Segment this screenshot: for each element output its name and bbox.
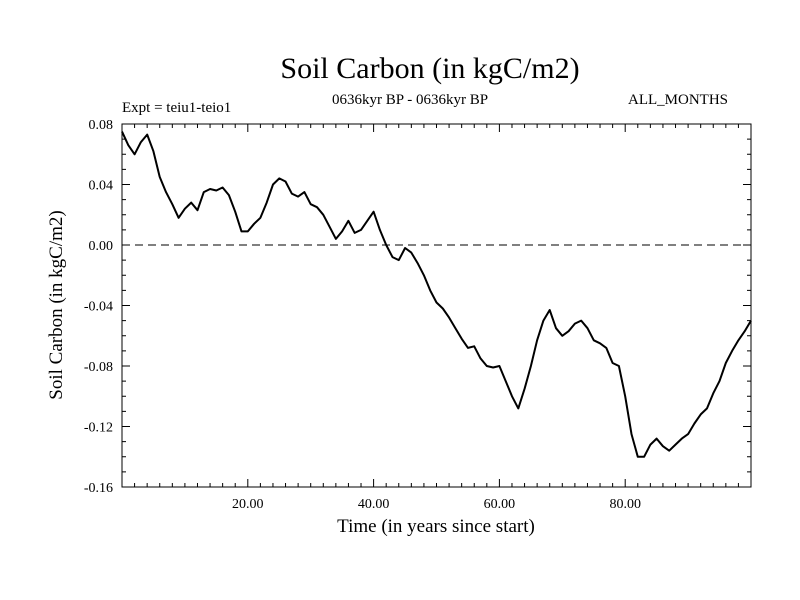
y-tick-label: 0.00 bbox=[89, 239, 114, 254]
y-tick-label: -0.12 bbox=[84, 421, 113, 436]
y-axis-label: Soil Carbon (in kgC/m2) bbox=[46, 210, 67, 399]
y-tick-label: 0.08 bbox=[89, 118, 114, 133]
series-line-soil-carbon bbox=[121, 131, 752, 458]
x-axis-label: Time (in years since start) bbox=[337, 516, 535, 537]
x-tick-label: 80.00 bbox=[609, 497, 641, 512]
y-tick-label: -0.08 bbox=[84, 360, 113, 375]
y-tick-label: -0.16 bbox=[84, 481, 113, 496]
x-tick-label: 60.00 bbox=[484, 497, 516, 512]
y-tick-label: 0.04 bbox=[89, 179, 114, 194]
chart-title: Soil Carbon (in kgC/m2) bbox=[280, 52, 580, 85]
plot-frame bbox=[121, 123, 752, 488]
x-tick-label: 20.00 bbox=[232, 497, 264, 512]
period-label: 0636kyr BP - 0636kyr BP bbox=[332, 92, 489, 108]
y-tick-label: -0.04 bbox=[84, 300, 113, 315]
experiment-label: Expt = teiu1-teio1 bbox=[122, 100, 232, 116]
months-label: ALL_MONTHS bbox=[628, 92, 728, 108]
x-tick-label: 40.00 bbox=[358, 497, 390, 512]
